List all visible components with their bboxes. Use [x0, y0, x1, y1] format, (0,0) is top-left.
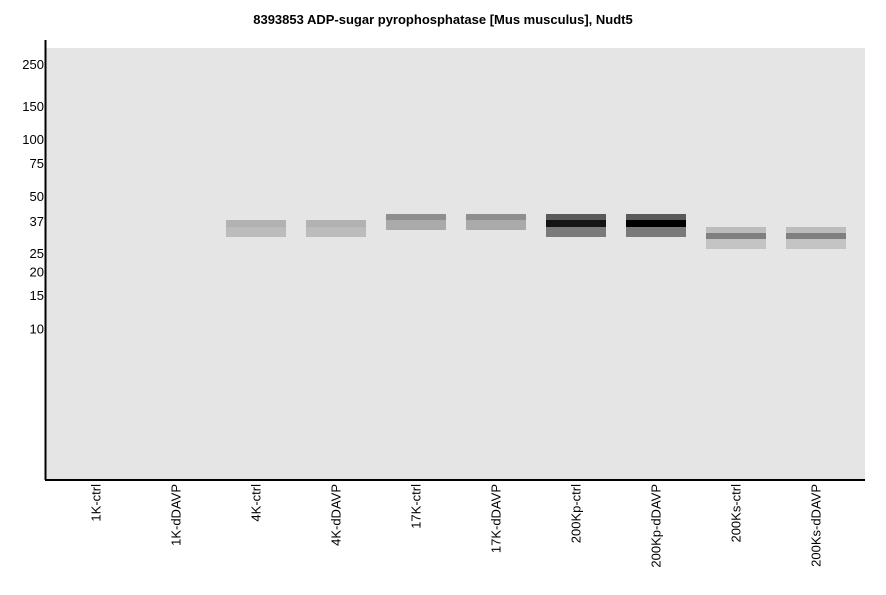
- band-segment: [466, 214, 526, 224]
- y-tick-label: 150: [22, 99, 44, 114]
- y-tick-label: 75: [30, 156, 44, 171]
- lane-label: 1K-dDAVP: [169, 484, 184, 546]
- lane-label: 200Kp-ctrl: [569, 484, 584, 543]
- band-segment: [786, 239, 846, 249]
- y-tick-label: 50: [30, 189, 44, 204]
- plot-background: [46, 48, 865, 480]
- y-tick-label: 250: [22, 57, 44, 72]
- band-segment: [306, 227, 366, 237]
- band-segment: [226, 220, 286, 230]
- band-segment: [386, 214, 446, 224]
- band-segment: [706, 233, 766, 243]
- y-axis-ticks: 250 150 100 75 50 37 25 20 15 10: [22, 57, 44, 336]
- band-segment: [626, 214, 686, 224]
- y-tick-label: 15: [30, 288, 44, 303]
- lane-label: 1K-ctrl: [89, 484, 104, 522]
- band-segment: [786, 233, 846, 243]
- y-tick-label: 100: [22, 132, 44, 147]
- lane-label: 4K-ctrl: [249, 484, 264, 522]
- lane-label: 200Ks-ctrl: [729, 484, 744, 543]
- band-segment: [466, 220, 526, 230]
- lane-labels: 1K-ctrl 1K-dDAVP 4K-ctrl 4K-dDAVP 17K-ctrl 17…: [89, 484, 824, 568]
- lane-label: 200Kp-dDAVP: [649, 484, 664, 568]
- lane-label: 17K-dDAVP: [489, 484, 504, 553]
- band-segment: [626, 227, 686, 237]
- y-tick-label: 25: [30, 246, 44, 261]
- y-tick-label: 37: [30, 214, 44, 229]
- band-segment: [786, 227, 846, 237]
- lane-label: 200Ks-dDAVP: [809, 484, 824, 567]
- band-segment: [706, 227, 766, 237]
- lane-label: 17K-ctrl: [409, 484, 424, 529]
- band-layer: [226, 214, 846, 249]
- band-segment: [226, 227, 286, 237]
- lane-label: 4K-dDAVP: [329, 484, 344, 546]
- band-segment: [546, 220, 606, 230]
- y-tick-label: 10: [30, 321, 44, 336]
- band-segment: [306, 220, 366, 230]
- band-segment: [706, 239, 766, 249]
- band-segment: [626, 220, 686, 230]
- chart-title: 8393853 ADP-sugar pyrophosphatase [Mus m…: [253, 12, 633, 27]
- band-segment: [386, 220, 446, 230]
- band-segment: [546, 214, 606, 224]
- y-tick-label: 20: [30, 264, 44, 279]
- band-segment: [546, 227, 606, 237]
